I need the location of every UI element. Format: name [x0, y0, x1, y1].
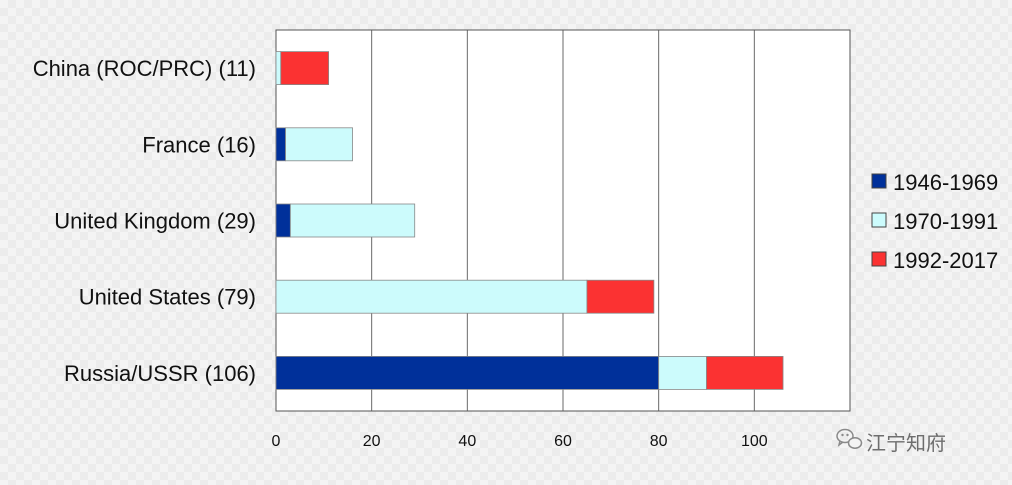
bar-segment	[586, 279, 655, 314]
category-label: Russia/USSR (106)	[64, 361, 256, 386]
x-tick-label: 80	[650, 433, 668, 450]
wechat-icon	[836, 428, 863, 449]
bars	[275, 51, 784, 390]
x-tick-label: 100	[741, 433, 768, 450]
bar-segment	[289, 203, 416, 238]
x-tick-label: 20	[363, 433, 381, 450]
category-label: China (ROC/PRC) (11)	[33, 56, 256, 81]
x-tick-label: 40	[458, 433, 476, 450]
category-labels: China (ROC/PRC) (11) France (16) United Ki…	[33, 56, 256, 386]
legend-swatch	[871, 212, 887, 228]
legend: 1946-1969 1970-1991 1992-2017	[871, 170, 998, 273]
bar-segment	[275, 355, 660, 390]
bar-segment	[275, 279, 588, 314]
legend-label: 1992-2017	[893, 248, 998, 273]
watermark-text: 江宁知府	[866, 432, 946, 455]
legend-swatch	[871, 173, 887, 189]
legend-label: 1946-1969	[893, 170, 998, 195]
category-label: France (16)	[142, 132, 256, 157]
bar-segment	[275, 127, 286, 162]
x-tick-labels: 0 20 40 60 80 100	[272, 433, 768, 450]
bar-segment	[706, 355, 784, 390]
gridlines	[371, 30, 755, 411]
x-tick-label: 0	[272, 433, 281, 450]
x-tick-label: 60	[554, 433, 572, 450]
legend-label: 1970-1991	[893, 209, 998, 234]
bar-segment	[275, 51, 282, 85]
bar-segment	[275, 203, 291, 238]
watermark: 江宁知府	[836, 428, 946, 455]
bar-segment	[658, 355, 707, 390]
bar-segment	[285, 127, 353, 162]
bar-segment	[280, 51, 330, 85]
legend-swatch	[871, 251, 887, 267]
category-label: United States (79)	[79, 285, 256, 310]
category-label: United Kingdom (29)	[54, 209, 256, 234]
